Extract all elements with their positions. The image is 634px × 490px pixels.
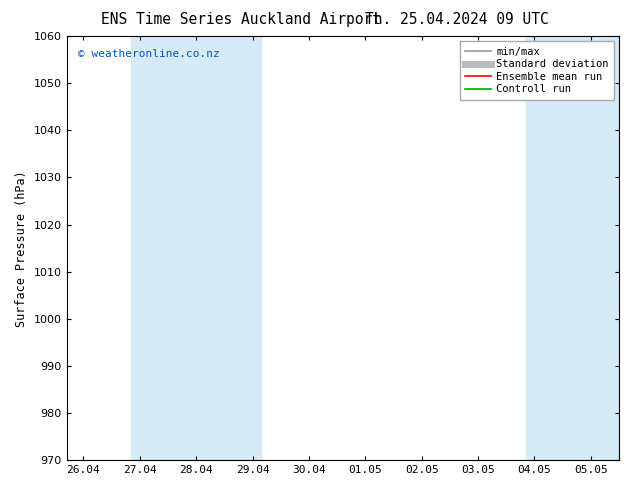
Bar [526, 36, 619, 460]
Text: Th. 25.04.2024 09 UTC: Th. 25.04.2024 09 UTC [365, 12, 548, 27]
Bar [131, 36, 261, 460]
Text: ENS Time Series Auckland Airport: ENS Time Series Auckland Airport [101, 12, 381, 27]
Y-axis label: Surface Pressure (hPa): Surface Pressure (hPa) [15, 170, 28, 326]
Text: © weatheronline.co.nz: © weatheronline.co.nz [77, 49, 219, 59]
Legend: min/max, Standard deviation, Ensemble mean run, Controll run: min/max, Standard deviation, Ensemble me… [460, 41, 614, 99]
